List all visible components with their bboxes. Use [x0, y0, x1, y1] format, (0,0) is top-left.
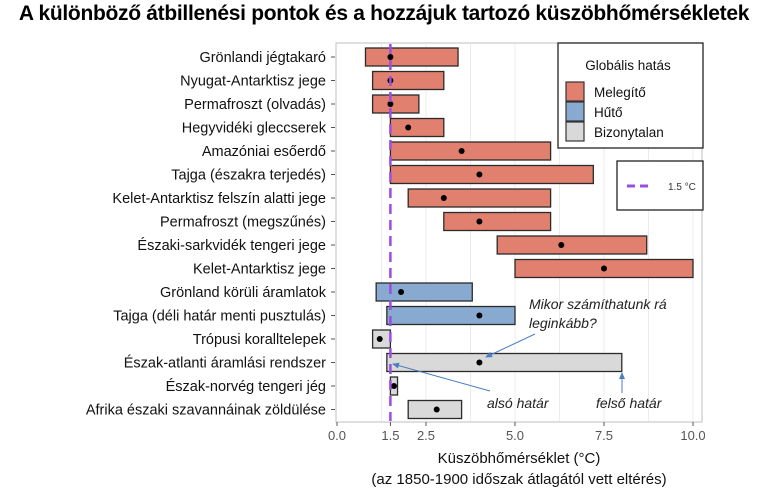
legend-swatch-cooling: [565, 101, 585, 122]
x-tick-label: 0.0: [328, 428, 346, 443]
legend-label-warming: Melegítő: [594, 85, 646, 100]
x-tick-label: 1.5: [381, 428, 399, 443]
central-estimate-dot: [398, 289, 405, 295]
central-estimate-dot: [440, 195, 447, 201]
svg-text:Mikor számíthatunk rá: Mikor számíthatunk rá: [529, 296, 667, 312]
bar-cooling: [375, 282, 473, 302]
chart-title: A különböző átbillenési pontok és a hozz…: [18, 2, 750, 25]
legend-reference-label: 1.5 °C: [668, 182, 696, 193]
legend-reference: 1.5 °C: [616, 160, 704, 211]
bar-warming: [443, 211, 552, 232]
bar-warming: [371, 94, 420, 114]
x-tick-label: 10.0: [680, 428, 705, 443]
bar-warming: [371, 70, 445, 91]
legend-swatch-warming: [565, 81, 585, 102]
y-axis-labels: Grönlandi jégtakaró Nyugat-Antarktisz jeg…: [86, 50, 335, 419]
y-axis-label: Permafroszt (megszűnés): [160, 215, 326, 231]
plot-area-frame: [335, 42, 703, 423]
central-estimate-dot: [476, 359, 483, 366]
y-axis-label: Grönlandi jégtakaró: [199, 50, 326, 66]
y-axis-label: Trópusi koralltelepek: [193, 332, 327, 348]
bar-warming: [389, 164, 594, 185]
bar-warming: [407, 188, 552, 208]
x-tick-label: 2.5: [417, 428, 435, 443]
bar-warming: [389, 141, 552, 161]
x-axis-ticks: 0.0 1.5 2.5 5.0 7.5 10.0: [328, 422, 706, 443]
y-axis-label: Északi-sarkvidék tengeri jege: [137, 237, 326, 254]
legend-label-uncertain: Bizonytalan: [594, 125, 664, 140]
legend-swatch-uncertain: [565, 121, 585, 142]
y-axis-label: Amazóniai esőerdő: [202, 144, 326, 160]
x-tick-label: 7.5: [595, 428, 613, 443]
x-axis-sublabel: (az 1850-1900 időszak átlagától vett elt…: [371, 471, 666, 488]
bar-warming: [364, 47, 459, 67]
central-estimate-dot: [476, 171, 483, 178]
annotation-upper-bound: felső határ: [596, 372, 663, 411]
central-estimate-dot: [558, 242, 565, 248]
y-axis-label: Kelet-Antarktisz jege: [193, 262, 326, 278]
bar-uncertain: [407, 399, 463, 420]
y-axis-label: Permafroszt (olvadás): [184, 97, 326, 113]
bar-cooling: [386, 305, 516, 326]
bars: [364, 47, 694, 420]
bar-warming: [496, 235, 648, 255]
y-axis-label: Tajga (déli határ menti pusztulás): [113, 309, 326, 325]
central-estimate-dot: [390, 383, 397, 389]
central-estimate-dot: [387, 54, 394, 60]
bar-uncertain: [386, 352, 623, 373]
central-estimate-dot: [476, 218, 483, 225]
y-axis-label: Tajga (északra terjedés): [171, 168, 326, 184]
y-axis-label: Nyugat-Antarktisz jege: [180, 74, 326, 90]
central-estimate-dot: [476, 312, 483, 319]
y-axis-label: Grönland körüli áramlatok: [160, 285, 327, 301]
svg-text:felső határ: felső határ: [596, 395, 663, 411]
bar-uncertain: [371, 329, 392, 349]
y-axis-label: Hegyvidéki gleccserek: [182, 121, 327, 137]
annotation-central: Mikor számíthatunk rá leginkább?: [485, 296, 667, 358]
bar-warming: [389, 117, 445, 138]
central-estimate-dot: [433, 406, 440, 413]
y-axis-label: Kelet-Antarktisz felszín alatti jege: [112, 191, 326, 207]
central-estimate-dot: [601, 265, 607, 272]
y-axis-label: Észak-norvég tengeri jég: [166, 378, 326, 395]
central-estimate-dot: [405, 124, 412, 131]
legend-title: Globális hatás: [585, 58, 671, 73]
y-axis-label: Afrika északi szavannáinak zöldülése: [86, 403, 326, 419]
svg-text:leginkább?: leginkább?: [529, 315, 597, 331]
central-estimate-dot: [376, 336, 383, 342]
central-estimate-dot: [387, 101, 394, 107]
central-estimate-dot: [458, 148, 465, 154]
y-axis-label: Észak-atlanti áramlási rendszer: [124, 355, 326, 372]
legend-impact: Globális hatás Melegítő Hűtő Bizonytalan: [557, 42, 704, 149]
svg-text:alsó határ: alsó határ: [487, 395, 550, 411]
annotation-lower-bound: alsó határ: [392, 362, 550, 411]
x-tick-label: 5.0: [506, 428, 524, 443]
legend-label-cooling: Hűtő: [594, 105, 623, 120]
x-axis-label: Küszöbhőmérséklet (°C): [438, 450, 601, 467]
bar-warming: [514, 258, 694, 279]
